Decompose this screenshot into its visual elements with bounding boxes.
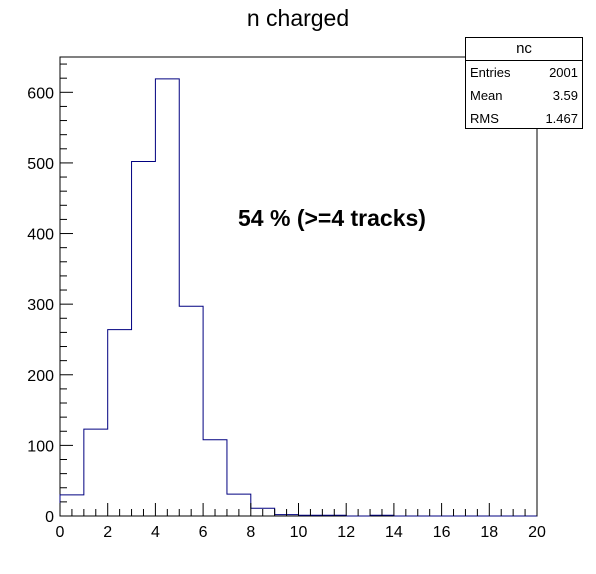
stats-label: Entries [470, 65, 511, 80]
stats-row-rms: RMS 1.467 [466, 107, 582, 130]
histogram-bin [84, 429, 108, 516]
x-tick-label: 0 [56, 524, 65, 541]
x-tick-label: 18 [480, 524, 498, 541]
histogram-bin [179, 306, 203, 516]
stats-label: Mean [470, 88, 503, 103]
stats-value: 1.467 [545, 111, 578, 126]
histogram-bin [203, 440, 227, 516]
histogram-bin [108, 330, 132, 516]
stats-label: RMS [470, 111, 499, 126]
x-tick-label: 4 [151, 524, 160, 541]
y-tick-label: 400 [27, 227, 54, 244]
x-tick-label: 16 [433, 524, 451, 541]
histogram-bin [155, 79, 179, 516]
y-tick-label: 300 [27, 297, 54, 314]
stats-value: 3.59 [552, 88, 578, 103]
y-tick-label: 0 [45, 509, 54, 526]
x-tick-label: 12 [337, 524, 355, 541]
y-tick-label: 500 [27, 156, 54, 173]
chart-annotation: 54 % (>=4 tracks) [238, 205, 426, 231]
stats-row-mean: Mean 3.59 [466, 84, 582, 107]
histogram-outline [59, 78, 537, 517]
x-tick-label: 20 [528, 524, 546, 541]
histogram-bin [132, 162, 156, 516]
chart-title: n charged [246, 5, 350, 31]
y-tick-label: 600 [27, 85, 54, 102]
x-tick-label: 6 [199, 524, 208, 541]
y-tick-label: 100 [27, 438, 54, 455]
stats-row-entries: Entries 2001 [466, 61, 582, 84]
x-tick-label: 8 [246, 524, 255, 541]
x-tick-label: 10 [290, 524, 308, 541]
y-tick-label: 200 [27, 368, 54, 385]
stats-value: 2001 [549, 65, 578, 80]
stats-box: nc Entries 2001 Mean 3.59 RMS 1.467 [465, 37, 583, 129]
stats-box-title: nc [466, 38, 582, 61]
x-tick-label: 14 [385, 524, 403, 541]
x-tick-label: 2 [103, 524, 112, 541]
